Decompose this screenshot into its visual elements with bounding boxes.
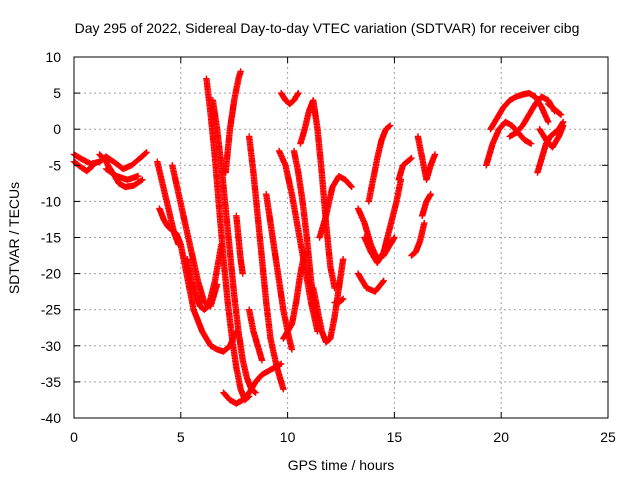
series-markers: [414, 133, 439, 183]
series-markers: [156, 205, 197, 313]
y-tick-label: -20: [41, 266, 61, 282]
series-markers: [536, 122, 567, 151]
x-tick-label: 0: [70, 429, 78, 445]
series-markers: [102, 165, 142, 183]
series-arc-11: [209, 97, 259, 396]
x-tick-label: 10: [280, 429, 296, 445]
series-markers: [316, 172, 355, 241]
y-tick-label: 5: [53, 85, 61, 101]
grid-lines: [74, 57, 608, 418]
axis-ticks: 0 5 10 15 20 25 -40 -35 -30 -25 -20 -15 -10 -5 0 5 10: [41, 49, 616, 445]
y-tick-label: 0: [53, 121, 61, 137]
x-tick-label: 5: [177, 429, 185, 445]
series-markers: [331, 295, 347, 306]
series-arc-10: [203, 75, 253, 404]
series-markers: [246, 133, 287, 393]
series-arc-6: [156, 205, 197, 313]
series-arc-24: [316, 172, 355, 241]
series-markers: [233, 212, 246, 277]
series-markers: [395, 154, 415, 183]
series-arc-13: [222, 68, 244, 176]
series-arc-39: [545, 100, 565, 118]
series-markers: [220, 360, 285, 407]
series-arc-31: [408, 219, 428, 259]
series-markers: [354, 270, 387, 295]
series-arc-29: [354, 270, 387, 295]
y-tick-label: -25: [41, 302, 61, 318]
series-markers: [365, 122, 394, 205]
y-tick-label: -30: [41, 338, 61, 354]
series-arc-19: [278, 89, 302, 108]
series-arc-32: [414, 133, 439, 183]
y-axis-label: SDTVAR / TECUs: [6, 182, 22, 294]
x-tick-label: 15: [387, 429, 403, 445]
series-markers: [203, 75, 253, 404]
series-arc-30: [395, 154, 415, 183]
series-arc-25: [331, 295, 347, 306]
series-markers: [361, 176, 405, 266]
x-axis-label: GPS time / hours: [288, 457, 395, 473]
series-arc-15: [246, 133, 287, 393]
y-tick-label: -35: [41, 374, 61, 390]
y-tick-label: -5: [49, 157, 62, 173]
y-tick-label: -40: [41, 410, 61, 426]
series-markers: [184, 241, 225, 313]
series-markers: [278, 89, 302, 108]
series-arc-12: [220, 360, 285, 407]
y-tick-label: -10: [41, 193, 61, 209]
series-markers: [246, 306, 266, 364]
series-arc-28: [365, 122, 394, 205]
chart-title: Day 295 of 2022, Sidereal Day-to-day VTE…: [75, 20, 580, 36]
data-points: [70, 68, 567, 407]
y-tick-label: 10: [45, 49, 61, 65]
x-tick-label: 25: [600, 429, 616, 445]
y-tick-label: -15: [41, 230, 61, 246]
series-markers: [545, 100, 565, 118]
series-markers: [222, 68, 244, 176]
series-arc-27: [361, 176, 405, 266]
series-arc-14: [233, 212, 246, 277]
series-arc-38: [536, 122, 567, 151]
series-arc-16: [246, 306, 266, 364]
x-tick-label: 20: [493, 429, 509, 445]
series-arc-8: [184, 241, 225, 313]
series-arc-20: [280, 248, 308, 342]
series-arc-4: [102, 165, 142, 183]
series-arc-33: [419, 190, 434, 219]
series-markers: [419, 190, 434, 219]
series-markers: [209, 97, 259, 396]
series-markers: [408, 219, 428, 259]
series-markers: [280, 248, 308, 342]
